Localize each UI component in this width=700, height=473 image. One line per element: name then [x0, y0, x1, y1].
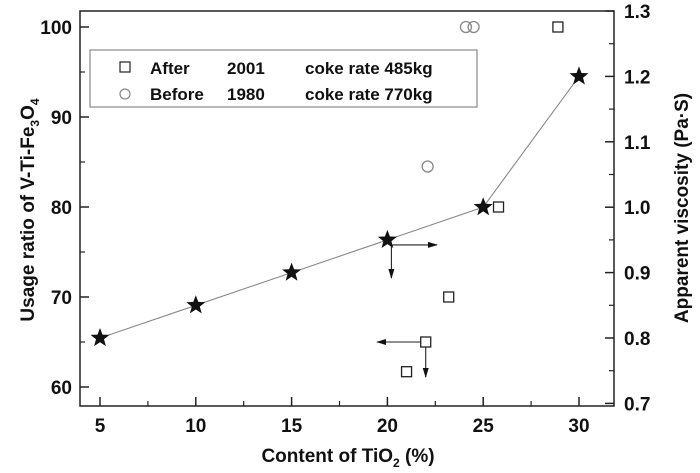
legend: After 2001 coke rate 485kg Before 1980 c…: [89, 49, 478, 108]
annotation-arrows: [376, 241, 438, 378]
legend-year-before: 1980: [227, 85, 265, 104]
legend-box: [89, 49, 478, 108]
legend-square-icon: [119, 61, 131, 73]
left-y-tick-label: 100: [40, 18, 72, 39]
circle-marker: [459, 20, 473, 34]
star-marker: [377, 229, 397, 248]
viscosity-series-line: [99, 76, 580, 339]
legend-note-after: coke rate 485kg: [305, 59, 433, 78]
x-tick-label: 30: [568, 416, 589, 437]
circle-marker: [421, 160, 434, 173]
star-marker: [90, 328, 110, 347]
legend-circle-icon: [119, 88, 131, 100]
right-y-tick-label: 0.7: [624, 394, 650, 415]
left-y-axis-ticks: 60 70 80 90 100: [40, 18, 89, 399]
right-y-tick-label: 0.9: [624, 264, 650, 285]
x-tick-label: 25: [473, 416, 495, 437]
left-y-tick-label: 80: [51, 198, 72, 219]
star-marker: [569, 66, 589, 85]
right-y-tick-label: 1.1: [624, 133, 651, 154]
legend-label-before: Before: [150, 85, 204, 104]
x-tick-label: 15: [281, 416, 303, 437]
square-marker: [443, 291, 455, 303]
square-marker: [492, 201, 505, 213]
x-tick-label: 5: [95, 416, 106, 437]
x-tick-label: 10: [185, 416, 206, 437]
right-y-tick-label: 1.3: [624, 2, 650, 23]
left-y-axis-title: Usage ratio of V-Ti-Fe3O4: [18, 98, 42, 321]
star-marker: [282, 262, 302, 281]
legend-label-after: After: [150, 59, 190, 78]
square-marker: [420, 336, 432, 348]
right-y-axis-ticks: 0.7 0.8 0.9 1.0 1.1 1.2 1.3: [605, 2, 651, 415]
x-axis-ticks: 5 10 15 20 25 30: [95, 397, 590, 437]
x-axis-title: Content of TiO2 (%): [261, 446, 434, 470]
right-y-tick-label: 0.8: [624, 329, 650, 350]
legend-year-after: 2001: [227, 59, 265, 78]
left-y-tick-label: 60: [51, 378, 72, 399]
legend-note-before: coke rate 770kg: [305, 85, 433, 104]
right-y-tick-label: 1.0: [624, 198, 650, 219]
data-marks: [90, 20, 589, 378]
star-marker: [186, 295, 206, 314]
x-tick-label: 20: [377, 416, 398, 437]
circle-marker: [467, 20, 480, 34]
square-marker: [400, 366, 413, 378]
right-y-tick-label: 1.2: [624, 67, 650, 88]
right-y-axis-title: Apparent viscosity (Pa·S): [672, 93, 693, 323]
viscosity-line: [99, 76, 580, 339]
square-marker: [552, 21, 564, 33]
plot-frame: [79, 10, 615, 407]
star-marker: [473, 197, 493, 216]
left-y-tick-label: 90: [51, 108, 72, 129]
left-y-tick-label: 70: [51, 288, 72, 309]
